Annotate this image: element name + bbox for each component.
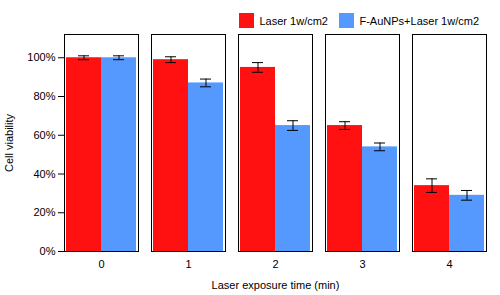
html-text:Laser 1w/cm2: Laser 1w/cm2 [259, 14, 328, 27]
svg-text:0%: 0% [40, 245, 56, 257]
svg-text:2: 2 [272, 258, 278, 270]
svg-text:Laser exposure time (min): Laser exposure time (min) [212, 279, 340, 291]
svg-text:4: 4 [446, 258, 452, 270]
svg-text:60%: 60% [33, 129, 55, 141]
svg-text:0: 0 [98, 258, 104, 270]
svg-text:Cell viability: Cell viability [3, 113, 15, 172]
svg-text:80%: 80% [33, 90, 55, 102]
svg-text:20%: 20% [33, 206, 55, 218]
svg-text:3: 3 [359, 258, 365, 270]
svg-text:40%: 40% [33, 168, 55, 180]
svg-text:1: 1 [185, 258, 191, 270]
svg-text:100%: 100% [27, 51, 55, 63]
html-text:F-AuNPs+Laser 1w/cm2: F-AuNPs+Laser 1w/cm2 [359, 14, 479, 27]
